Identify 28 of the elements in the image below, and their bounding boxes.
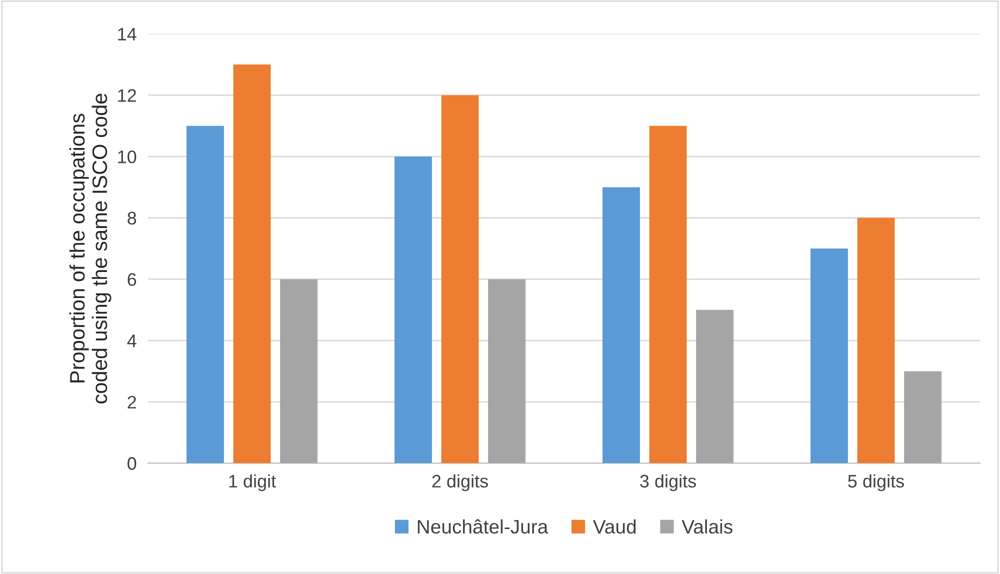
y-tick-label: 8 (128, 212, 136, 225)
bar (904, 371, 942, 464)
legend-label: Neuchâtel-Jura (418, 519, 548, 534)
bar (696, 310, 734, 464)
bar (602, 187, 640, 464)
bar (394, 156, 432, 464)
bar (233, 64, 271, 464)
y-tick-label: 0 (128, 457, 136, 470)
bar (441, 95, 479, 464)
y-tick-label: 6 (128, 273, 136, 286)
y-tick-label: 2 (128, 396, 136, 408)
bar (857, 218, 895, 464)
bar (488, 279, 526, 464)
x-tick-label: 1 digit (229, 474, 276, 492)
y-tick-label: 14 (118, 28, 136, 40)
y-axis-title: Proportion of the occupations coded using the same ISCO code (69, 94, 112, 404)
y-tick-label: 10 (118, 150, 136, 164)
legend-label: Valais (682, 519, 732, 534)
bar (810, 248, 848, 464)
legend-label: Vaud (592, 519, 636, 534)
x-tick-label: 3 digits (640, 474, 696, 492)
x-tick-label: 2 digits (432, 474, 488, 492)
bar (186, 126, 224, 464)
y-tick-label: 12 (118, 89, 136, 102)
x-tick-label: 5 digits (848, 474, 904, 492)
bar (649, 126, 687, 464)
y-tick-label: 4 (127, 334, 136, 348)
bar (280, 279, 318, 464)
